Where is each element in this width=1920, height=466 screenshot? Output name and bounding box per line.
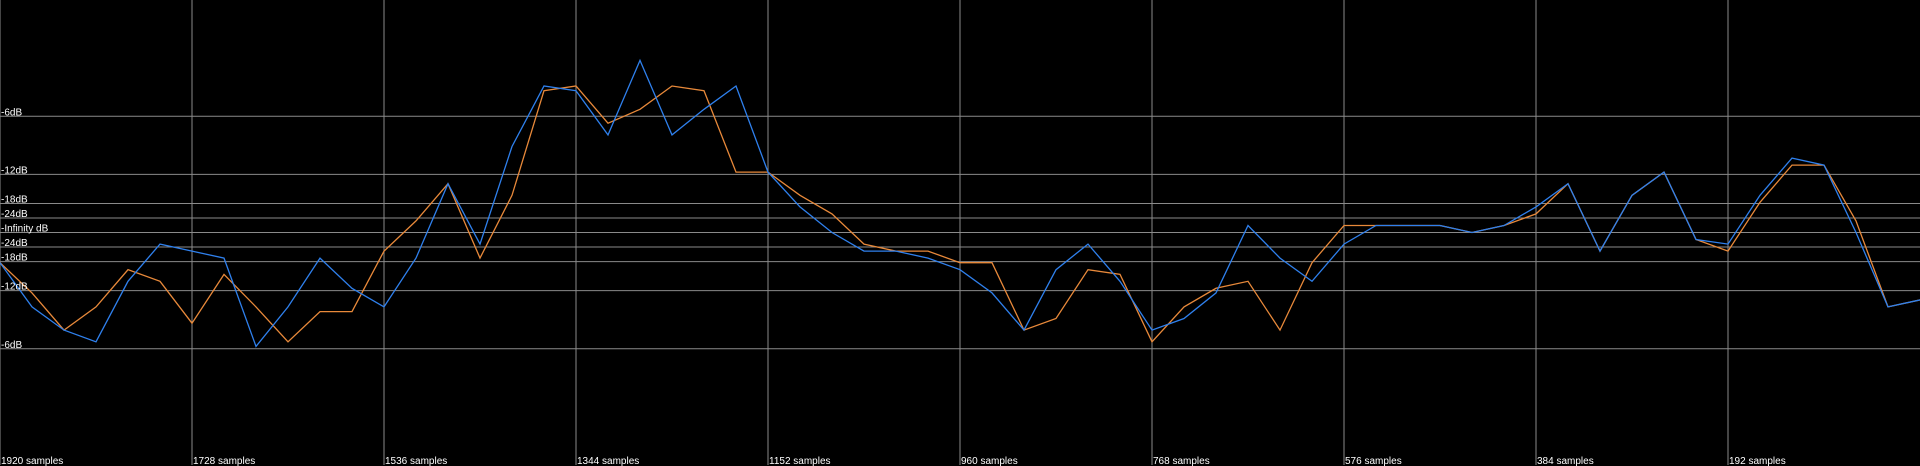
- y-tick-label: -24dB: [1, 238, 28, 249]
- x-tick-label: 960 samples: [961, 456, 1018, 466]
- y-tick-label: -6dB: [1, 340, 22, 351]
- x-tick-label: 192 samples: [1729, 456, 1786, 466]
- waveform: [0, 58, 1920, 348]
- y-tick-label: -24dB: [1, 209, 28, 220]
- x-tick-label: 1536 samples: [385, 456, 447, 466]
- y-tick-label: -18dB: [1, 253, 28, 264]
- x-tick-label: 1344 samples: [577, 456, 639, 466]
- y-tick-label: -12dB: [1, 282, 28, 293]
- x-tick-label: 384 samples: [1537, 456, 1594, 466]
- y-tick-label: -18dB: [1, 194, 28, 205]
- y-tick-label: -Infinity dB: [1, 224, 49, 235]
- x-tick-label: 768 samples: [1153, 456, 1210, 466]
- x-tick-label: 1920 samples: [1, 456, 63, 466]
- y-tick-label: -12dB: [1, 165, 28, 176]
- x-tick-label: 576 samples: [1345, 456, 1402, 466]
- x-tick-label: 1152 samples: [769, 456, 831, 466]
- y-tick-label: -6dB: [1, 107, 22, 118]
- x-tick-label: 1728 samples: [193, 456, 255, 466]
